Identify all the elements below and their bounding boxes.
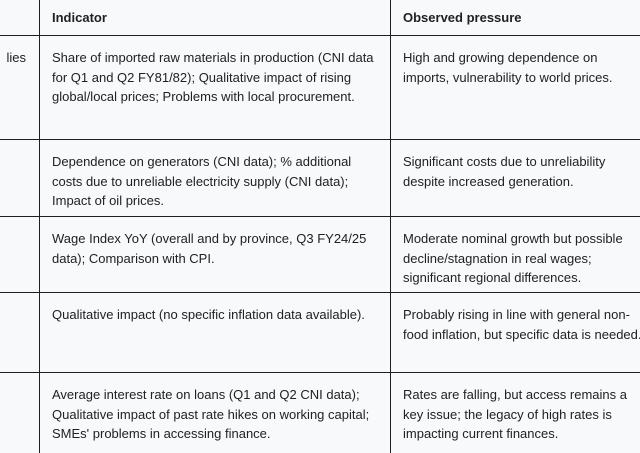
category-cell-fragment <box>0 373 40 453</box>
category-cell-fragment <box>0 217 40 292</box>
header-cell-observed-pressure: Observed pressure <box>403 10 522 25</box>
category-cell-fragment: lies <box>0 36 40 139</box>
indicator-cell: Qualitative impact (no specific inflatio… <box>40 293 391 372</box>
observed-pressure-cell: Rates are falling, but access remains a … <box>403 387 627 442</box>
table-row: Dependence on generators (CNI data); % a… <box>0 140 640 217</box>
indicator-cell: Average interest rate on loans (Q1 and Q… <box>40 373 391 453</box>
header-cell-category <box>0 0 40 35</box>
indicator-cell: Dependence on generators (CNI data); % a… <box>40 140 391 216</box>
observed-pressure-cell: Significant costs due to unreliability d… <box>403 154 606 189</box>
indicator-cell: Wage Index YoY (overall and by province,… <box>40 217 391 292</box>
observed-pressure-cell: Moderate nominal growth but possible dec… <box>403 231 623 286</box>
category-cell-fragment <box>0 140 40 216</box>
indicator-cell: Share of imported raw materials in produ… <box>40 36 391 139</box>
table-header-row: Indicator Observed pressure <box>0 0 640 36</box>
table-row: Wage Index YoY (overall and by province,… <box>0 217 640 293</box>
table-row: lies Share of imported raw materials in … <box>0 36 640 140</box>
observed-pressure-cell: Probably rising in line with general non… <box>403 307 640 342</box>
header-cell-indicator: Indicator <box>40 0 391 35</box>
observed-pressure-cell: High and growing dependence on imports, … <box>403 50 613 85</box>
category-cell-fragment <box>0 293 40 372</box>
table-row: Qualitative impact (no specific inflatio… <box>0 293 640 373</box>
table-row: Average interest rate on loans (Q1 and Q… <box>0 373 640 453</box>
